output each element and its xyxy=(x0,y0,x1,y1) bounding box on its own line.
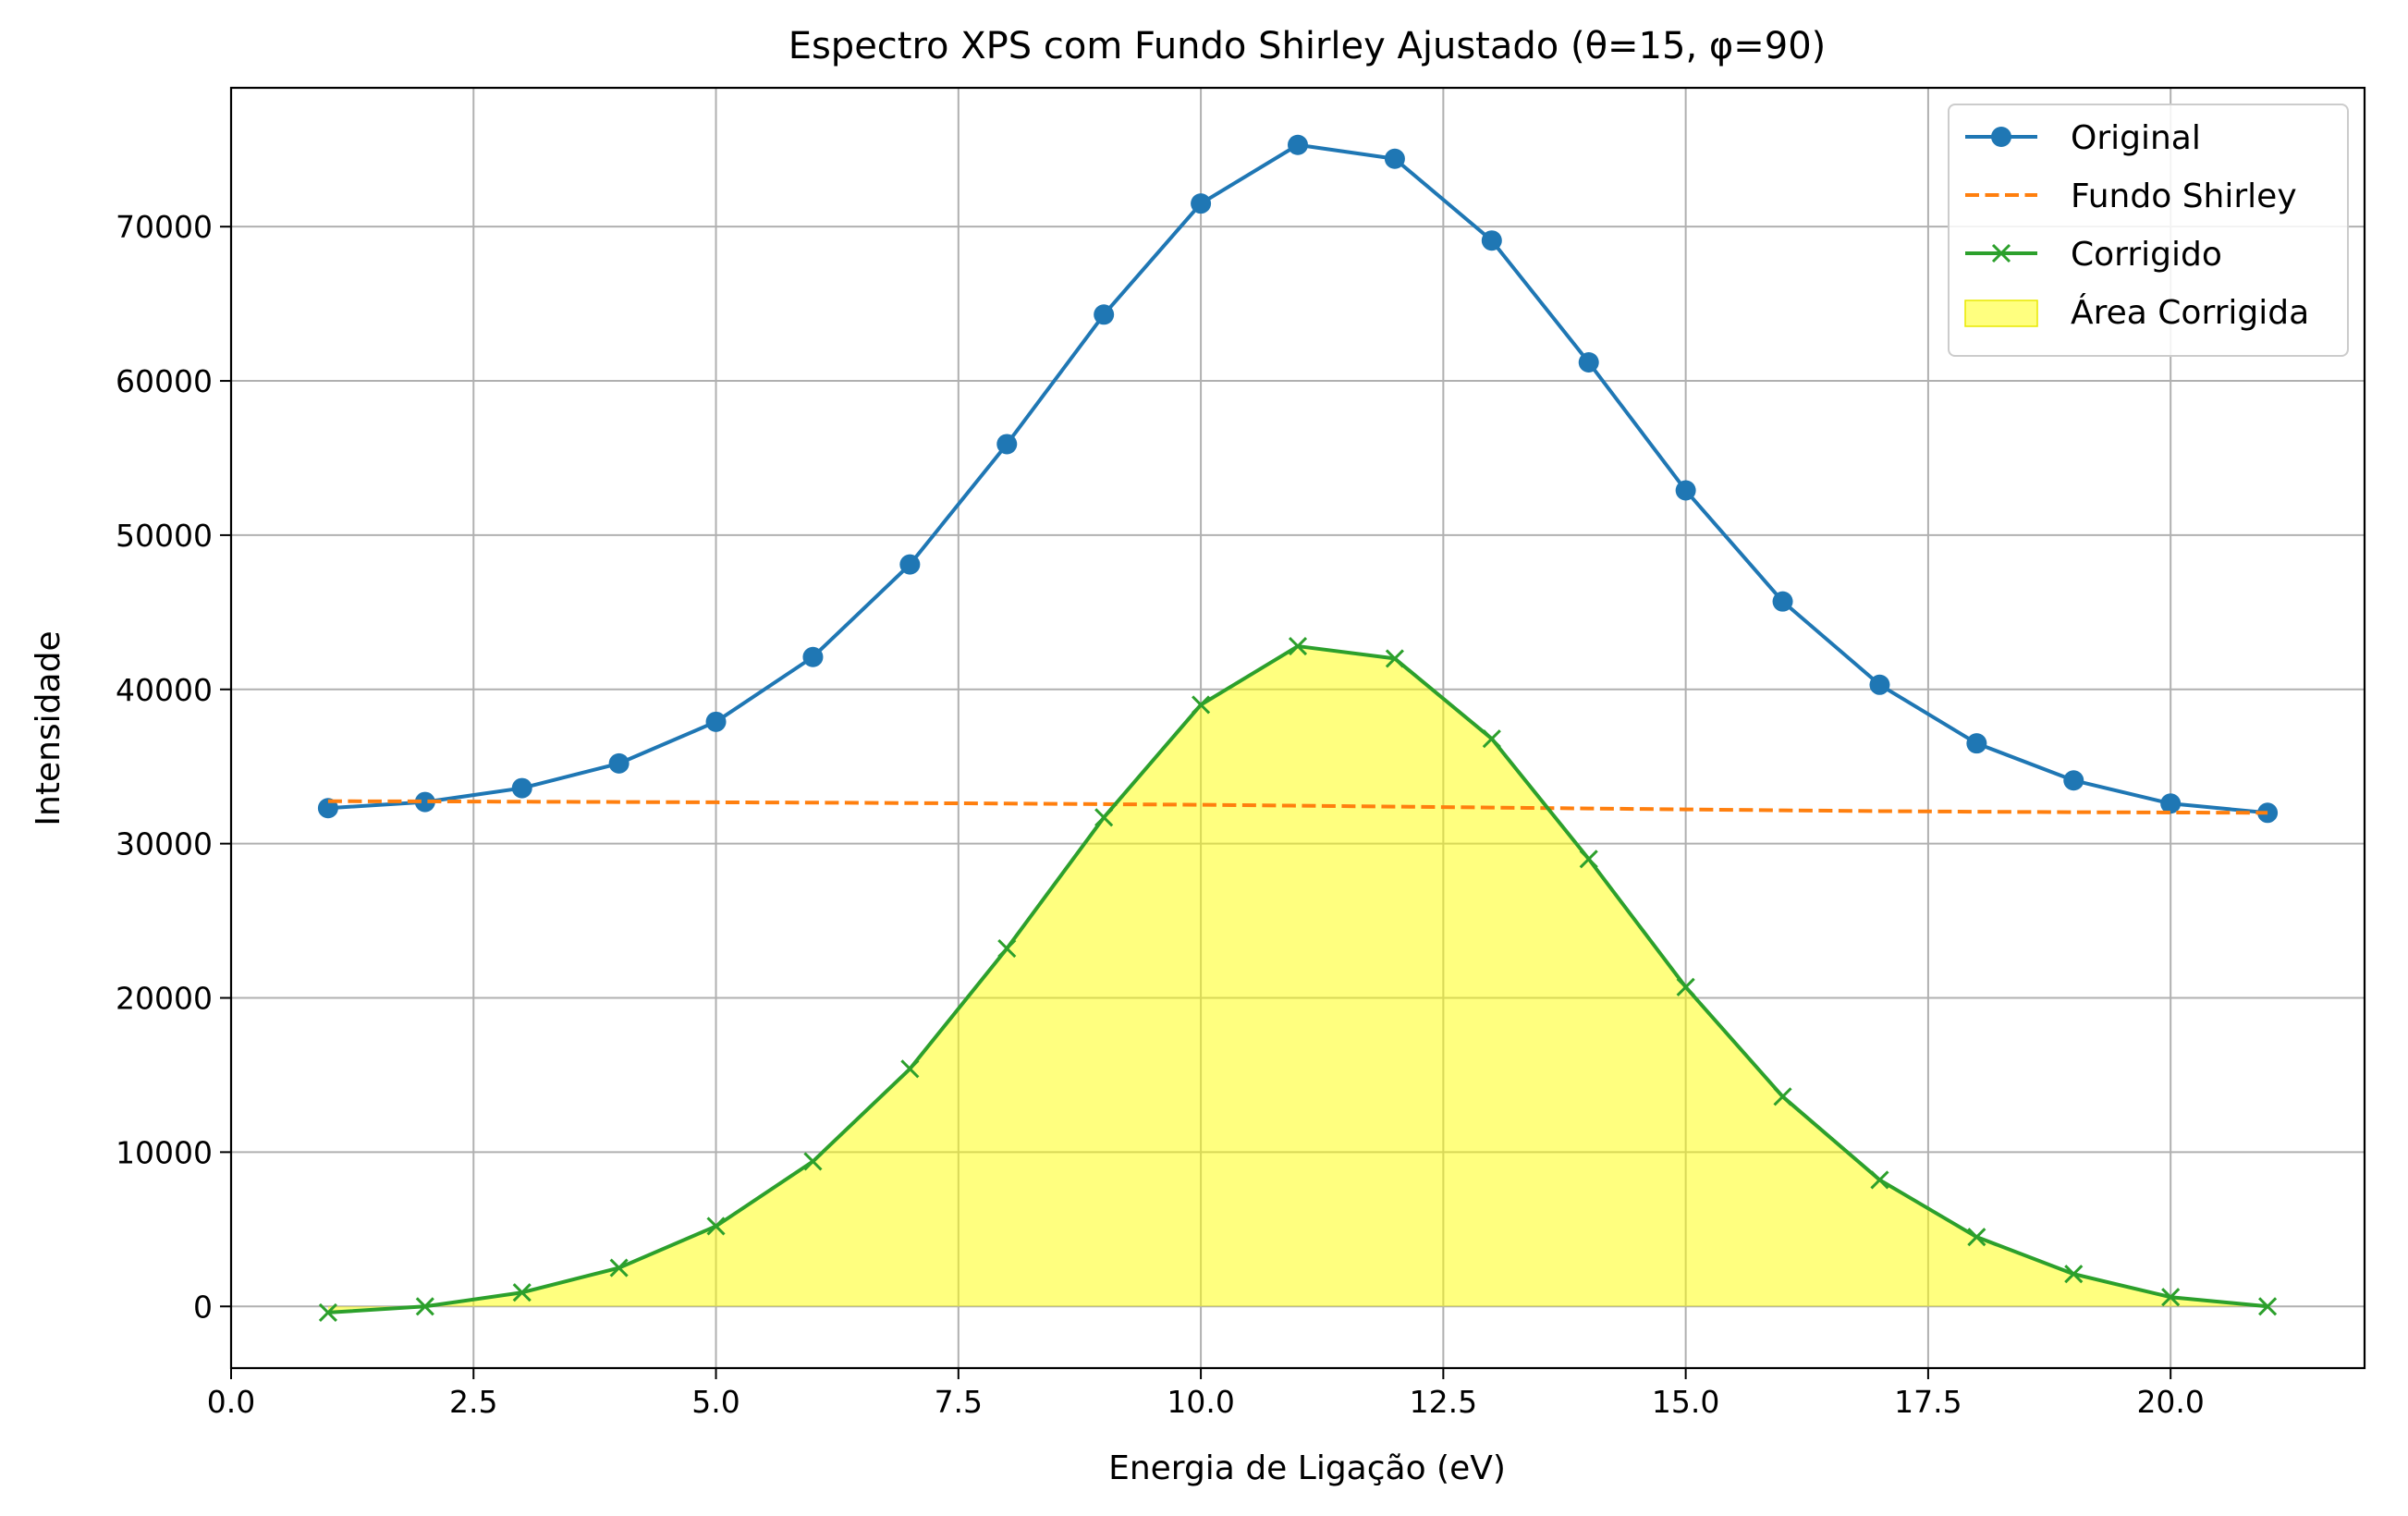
data-point-x xyxy=(900,1059,920,1079)
series-0 xyxy=(317,134,2279,824)
series-line xyxy=(327,799,2268,815)
data-point-circle xyxy=(1966,733,1987,754)
data-point-circle xyxy=(2063,770,2084,791)
plot-frame xyxy=(229,86,2366,1370)
x-tick-label: 7.5 xyxy=(935,1384,983,1420)
data-point-x xyxy=(2258,1297,2278,1316)
legend-marker-original xyxy=(1991,127,2011,147)
data-point-circle xyxy=(1094,304,1115,325)
data-point-circle xyxy=(1772,591,1793,612)
data-point-x xyxy=(609,1258,629,1278)
data-point-x xyxy=(318,1302,337,1322)
series-group xyxy=(317,134,2279,1322)
y-tick-label: 20000 xyxy=(116,981,213,1017)
legend-swatch-area xyxy=(1964,300,2038,327)
corrected-area xyxy=(327,646,2268,1313)
y-tick-label: 40000 xyxy=(116,672,213,708)
legend-label-area: Área Corrigida xyxy=(2071,293,2309,332)
y-tick-label: 0 xyxy=(193,1289,213,1325)
data-point-circle xyxy=(511,777,532,799)
data-point-circle xyxy=(996,434,1018,455)
y-tick-label: 30000 xyxy=(116,826,213,862)
data-point-circle xyxy=(1288,134,1308,155)
x-tick-label: 10.0 xyxy=(1167,1384,1234,1420)
data-point-circle xyxy=(608,752,630,774)
data-point-x xyxy=(1482,729,1501,749)
series-2 xyxy=(318,636,2278,1322)
y-tick-label: 60000 xyxy=(116,363,213,399)
data-point-x xyxy=(1773,1087,1792,1106)
data-point-circle xyxy=(1384,148,1405,169)
series-1 xyxy=(327,799,2268,815)
x-axis-ticks: 0.0 2.5 5.0 7.5 10.0 12.5 15.0 17.5 20.0 xyxy=(207,1368,2205,1420)
x-tick-label: 17.5 xyxy=(1894,1384,1962,1420)
data-point-circle xyxy=(899,554,921,575)
data-point-circle xyxy=(1578,352,1599,373)
data-point-circle xyxy=(2160,793,2182,814)
data-point-x xyxy=(1870,1170,1889,1190)
x-tick-label: 12.5 xyxy=(1410,1384,1477,1420)
chart-title: Espectro XPS com Fundo Shirley Ajustado … xyxy=(788,25,1827,67)
legend-frame xyxy=(1948,104,2349,357)
data-point-circle xyxy=(705,711,727,732)
x-tick-label: 20.0 xyxy=(2136,1384,2204,1420)
x-axis-label: Energia de Ligação (eV) xyxy=(1108,1449,1506,1487)
data-point-x xyxy=(803,1152,823,1171)
data-point-x xyxy=(2064,1265,2084,1284)
data-point-x xyxy=(2161,1288,2181,1307)
area-fill xyxy=(327,646,2268,1313)
legend-label-original: Original xyxy=(2071,119,2201,157)
data-point-circle xyxy=(1869,674,1890,695)
data-point-circle xyxy=(1481,230,1502,251)
y-tick-label: 70000 xyxy=(116,209,213,245)
data-point-x xyxy=(1967,1228,1986,1247)
data-point-x xyxy=(1094,808,1114,827)
data-point-x xyxy=(1192,695,1211,715)
data-point-circle xyxy=(1675,480,1696,501)
legend-marker-corrigido xyxy=(1991,243,2011,263)
x-tick-label: 2.5 xyxy=(449,1384,497,1420)
data-point-x xyxy=(415,1297,434,1316)
data-point-circle xyxy=(802,646,824,667)
y-axis-ticks: 0 10000 20000 30000 40000 50000 60000 70000 xyxy=(116,209,231,1325)
data-point-circle xyxy=(414,791,435,813)
x-tick-label: 0.0 xyxy=(207,1384,255,1420)
x-tick-label: 15.0 xyxy=(1652,1384,1719,1420)
data-point-x xyxy=(706,1216,726,1236)
data-point-x xyxy=(1676,977,1695,996)
legend-label-shirley: Fundo Shirley xyxy=(2071,177,2297,215)
legend: Original Fundo Shirley Corrigido Área Co… xyxy=(1948,104,2349,357)
data-point-x xyxy=(512,1283,532,1302)
y-axis-label: Intensidade xyxy=(30,630,67,825)
legend-label-corrigido: Corrigido xyxy=(2071,236,2222,274)
y-tick-label: 50000 xyxy=(116,518,213,554)
data-point-x xyxy=(997,939,1017,959)
data-point-circle xyxy=(1191,193,1212,214)
x-tick-label: 5.0 xyxy=(691,1384,740,1420)
data-point-circle xyxy=(317,798,338,819)
y-tick-label: 10000 xyxy=(116,1134,213,1170)
data-point-x xyxy=(1579,850,1598,869)
data-point-x xyxy=(1288,636,1308,656)
data-point-x xyxy=(1385,649,1404,668)
